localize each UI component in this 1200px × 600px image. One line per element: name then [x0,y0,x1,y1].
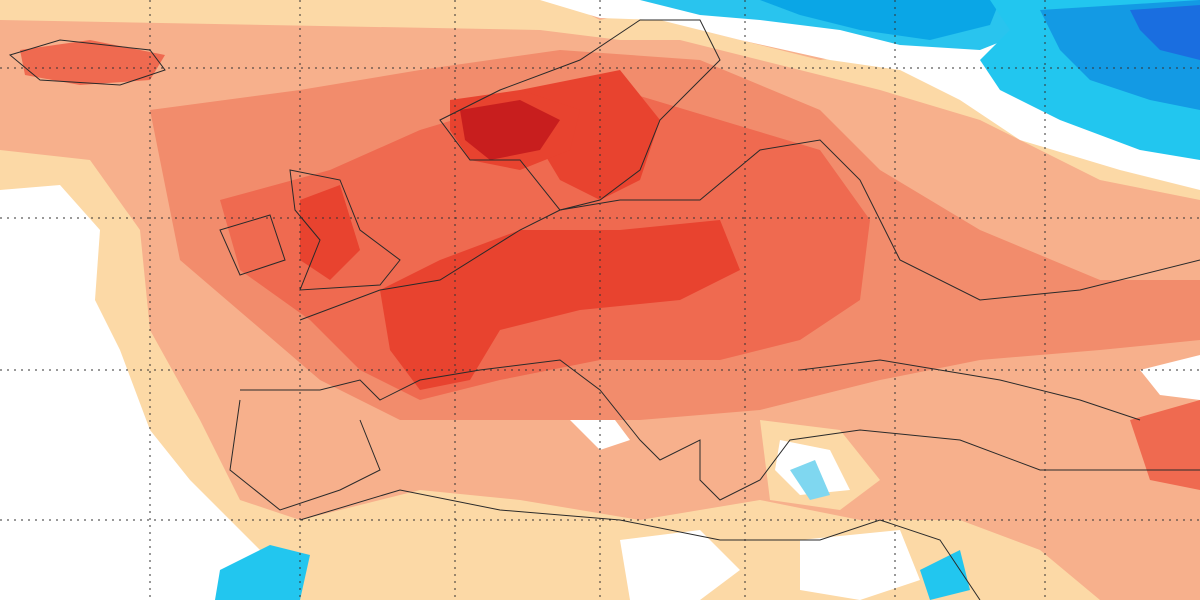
warm-zone-caucasus [1130,400,1200,490]
coastlines [8,19,1200,600]
cold-zone-anatolia [790,460,830,500]
warm-zone-norway-core [460,100,560,160]
cold-zone-barents-core [760,0,1000,40]
coast-scandinavia [439,19,721,211]
coast-ireland [219,214,286,276]
warm-zone-britain [300,185,360,280]
coast-mediterranean-north [240,359,1200,501]
cold-zone-levant [920,550,970,600]
warm-zone-iceland [20,40,165,85]
neutral-zone-atlantic [0,185,270,600]
neutral-zone-libya [620,530,740,600]
warm-zone-central [380,220,740,390]
coast-black-sea [799,359,1141,421]
cold-zone-siberia-core [1130,5,1200,60]
neutral-zone-egypt [800,530,920,600]
coast-iceland [8,39,166,86]
coast-iberia [229,399,381,511]
coast-continent-north [299,139,1200,321]
coast-britain [289,169,401,291]
cold-zone-morocco [215,545,310,600]
neutral-zone-caspian [1140,355,1200,400]
coast-africa [299,489,981,600]
